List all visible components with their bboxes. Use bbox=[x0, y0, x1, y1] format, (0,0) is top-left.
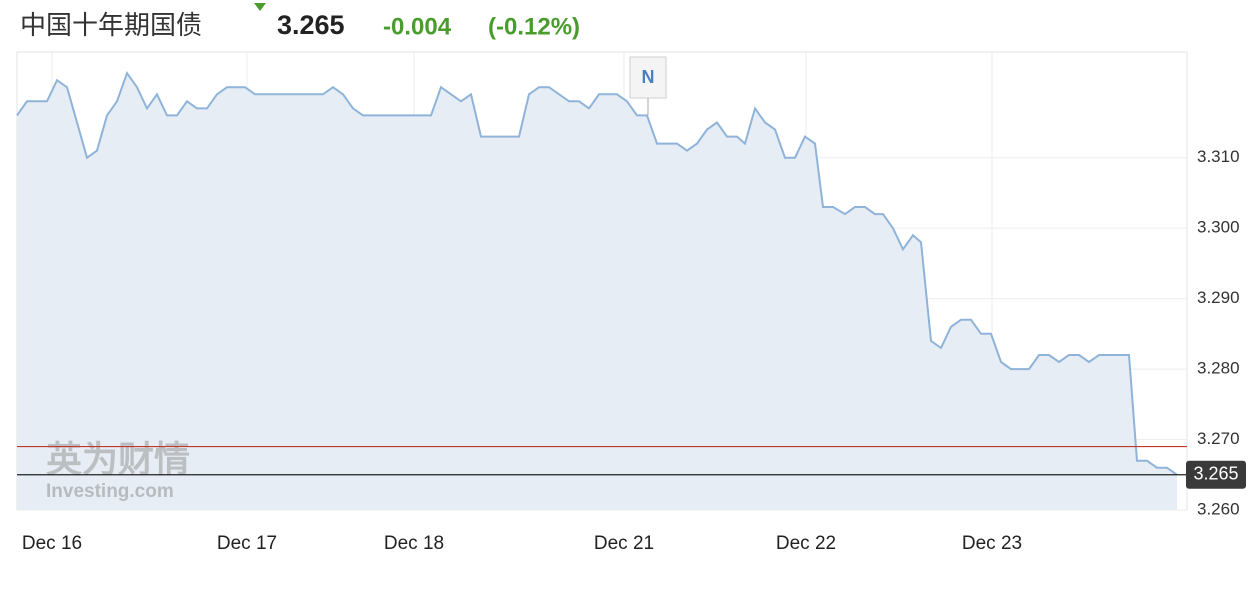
x-tick-label: Dec 17 bbox=[217, 533, 277, 554]
y-tick-label: 3.300 bbox=[1197, 218, 1240, 237]
price-box-label: 3.265 bbox=[1193, 464, 1238, 484]
area-fill bbox=[17, 73, 1177, 510]
x-tick-label: Dec 16 bbox=[22, 533, 82, 554]
price-line bbox=[16, 70, 1178, 476]
y-tick-label: 3.280 bbox=[1197, 359, 1240, 378]
chart-title: 中国十年期国债 bbox=[20, 10, 202, 40]
y-tick-label: 3.270 bbox=[1197, 429, 1240, 448]
news-marker: N bbox=[642, 67, 655, 87]
y-tick-label: 3.310 bbox=[1197, 147, 1240, 166]
x-tick-label: Dec 22 bbox=[776, 533, 836, 554]
change-pct: (-0.12%) bbox=[488, 13, 580, 40]
watermark: Investing.com bbox=[46, 481, 174, 502]
price: 3.265 bbox=[277, 10, 345, 40]
y-tick-label: 3.290 bbox=[1197, 288, 1240, 307]
x-tick-label: Dec 18 bbox=[384, 533, 444, 554]
x-tick-label: Dec 23 bbox=[962, 533, 1022, 554]
x-tick-label: Dec 21 bbox=[594, 533, 654, 554]
news-box bbox=[629, 56, 667, 99]
change: -0.004 bbox=[383, 13, 452, 40]
price-box bbox=[1186, 460, 1246, 489]
watermark: 英为财情 bbox=[46, 439, 190, 480]
y-tick-label: 3.260 bbox=[1197, 499, 1240, 518]
down-arrow bbox=[254, 3, 266, 11]
